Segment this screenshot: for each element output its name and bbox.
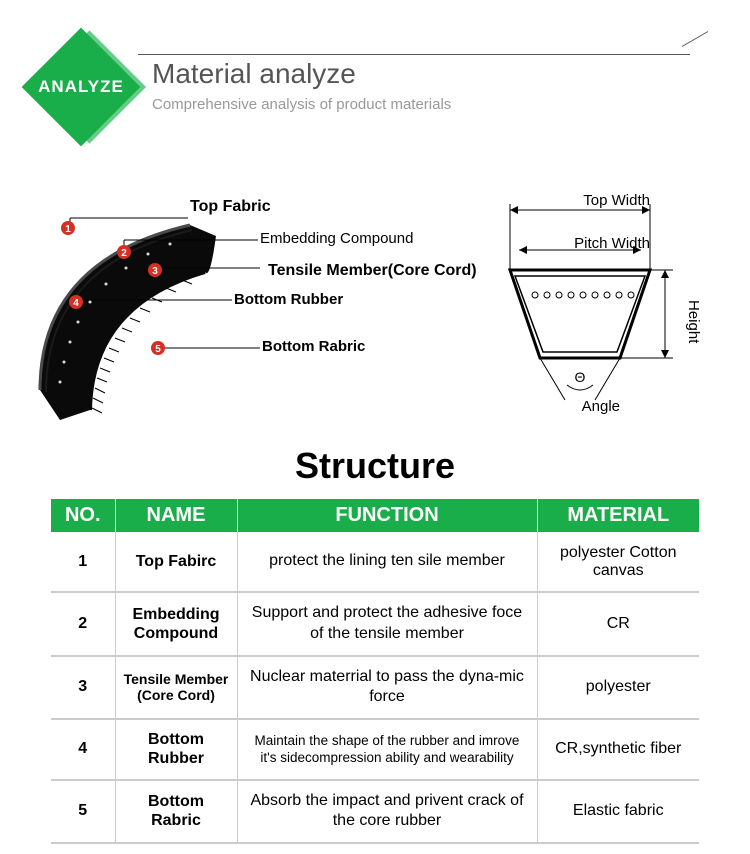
table-row: 3Tensile Member (Core Cord)Nuclear mater… <box>51 656 699 720</box>
table-row: 2Embedding CompoundSupport and protect t… <box>51 592 699 656</box>
cell-function: Absorb the impact and privent crack of t… <box>237 780 537 844</box>
svg-text:2: 2 <box>121 248 127 259</box>
cell-material: Elastic fabric <box>537 780 699 844</box>
header-divider <box>138 54 690 55</box>
cell-no: 1 <box>51 532 115 592</box>
cell-name: Bottom Rabric <box>115 780 237 844</box>
badge-label: ANALYZE <box>22 28 140 146</box>
cell-function: Nuclear materrial to pass the dyna-mic f… <box>237 656 537 720</box>
svg-text:Θ: Θ <box>575 369 586 385</box>
cell-material: CR <box>537 592 699 656</box>
header-section: ANALYZE Material analyze Comprehensive a… <box>0 0 750 150</box>
cell-no: 4 <box>51 719 115 779</box>
table-header-row: NO. NAME FUNCTION MATERIAL <box>51 499 699 532</box>
profile-angle-label: Angle <box>582 398 620 415</box>
svg-text:1: 1 <box>65 224 71 235</box>
title-block: Material analyze Comprehensive analysis … <box>152 58 451 113</box>
structure-table: NO. NAME FUNCTION MATERIAL 1Top Fabircpr… <box>51 499 699 844</box>
belt-cross-section: 1 2 3 4 5 <box>30 210 260 430</box>
col-header-function: FUNCTION <box>237 499 537 532</box>
cell-function: Maintain the shape of the rubber and imr… <box>237 719 537 779</box>
cell-material: CR,synthetic fiber <box>537 719 699 779</box>
cell-function: protect the lining ten sile member <box>237 532 537 592</box>
cell-name: Top Fabirc <box>115 532 237 592</box>
belt-profile-diagram: Θ <box>495 190 695 410</box>
col-header-no: NO. <box>51 499 115 532</box>
cell-name: Embedding Compound <box>115 592 237 656</box>
analyze-badge: ANALYZE <box>22 28 140 146</box>
diagram-area: 1 2 3 4 5 Top Fabric Embedding Compound … <box>0 180 750 435</box>
table-row: 4Bottom RubberMaintain the shape of the … <box>51 719 699 779</box>
layer-label-1: Top Fabric <box>190 198 271 216</box>
svg-text:4: 4 <box>73 298 79 309</box>
layer-label-4: Bottom Rubber <box>234 291 343 308</box>
layer-label-2: Embedding Compound <box>260 230 413 247</box>
profile-pitch-width-label: Pitch Width <box>574 235 650 252</box>
cell-name: Tensile Member (Core Cord) <box>115 656 237 720</box>
table-row: 1Top Fabircprotect the lining ten sile m… <box>51 532 699 592</box>
cell-material: polyester Cotton canvas <box>537 532 699 592</box>
layer-label-3: Tensile Member(Core Cord) <box>268 262 477 280</box>
col-header-material: MATERIAL <box>537 499 699 532</box>
layer-label-5: Bottom Rabric <box>262 338 365 355</box>
col-header-name: NAME <box>115 499 237 532</box>
svg-text:5: 5 <box>155 344 161 355</box>
cell-material: polyester <box>537 656 699 720</box>
cell-no: 3 <box>51 656 115 720</box>
page-title: Material analyze <box>152 58 451 90</box>
cell-no: 2 <box>51 592 115 656</box>
cell-name: Bottom Rubber <box>115 719 237 779</box>
cell-function: Support and protect the adhesive foce of… <box>237 592 537 656</box>
table-row: 5Bottom RabricAbsorb the impact and priv… <box>51 780 699 844</box>
profile-height-label: Height <box>685 300 702 343</box>
cell-no: 5 <box>51 780 115 844</box>
svg-text:3: 3 <box>152 266 158 277</box>
page-subtitle: Comprehensive analysis of product materi… <box>152 96 451 113</box>
profile-top-width-label: Top Width <box>583 192 650 209</box>
structure-heading: Structure <box>0 445 750 487</box>
